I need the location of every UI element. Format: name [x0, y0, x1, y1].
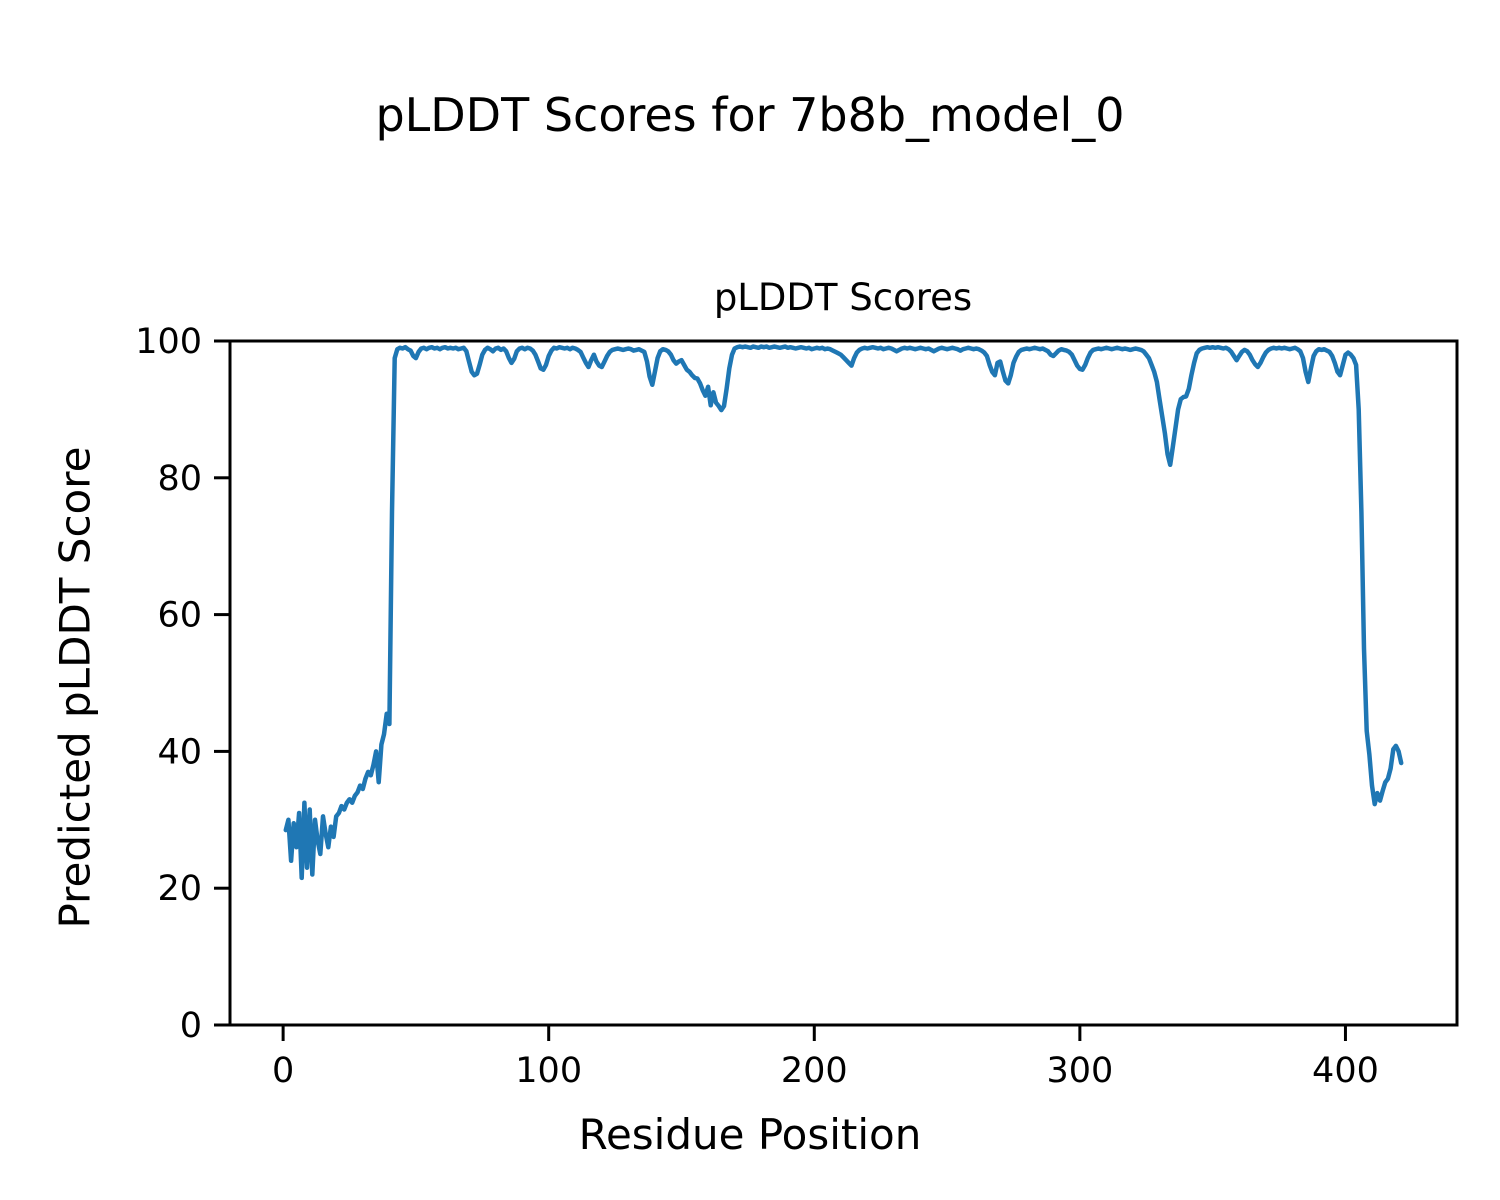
- y-tick-label: 0: [180, 1006, 202, 1046]
- y-axis-label: Predicted pLDDT Score: [50, 446, 100, 929]
- y-tick-label: 80: [157, 459, 202, 499]
- x-tick-label: 200: [781, 1051, 848, 1091]
- x-tick-label: 100: [515, 1051, 582, 1091]
- x-axis-label: Residue Position: [578, 1110, 922, 1159]
- y-tick-label: 20: [157, 869, 202, 909]
- x-tick-label: 300: [1046, 1051, 1113, 1091]
- y-tick-label: 100: [135, 322, 202, 362]
- x-tick-label: 400: [1312, 1051, 1379, 1091]
- axes-spines: [228, 339, 1459, 1027]
- axes-title: pLDDT Scores: [713, 276, 973, 319]
- y-tick-label: 60: [157, 596, 202, 636]
- plddt-line: [283, 344, 1404, 881]
- x-tick-label: 0: [272, 1051, 294, 1091]
- figure-title: pLDDT Scores for 7b8b_model_0: [375, 88, 1125, 142]
- y-tick-label: 40: [157, 732, 202, 772]
